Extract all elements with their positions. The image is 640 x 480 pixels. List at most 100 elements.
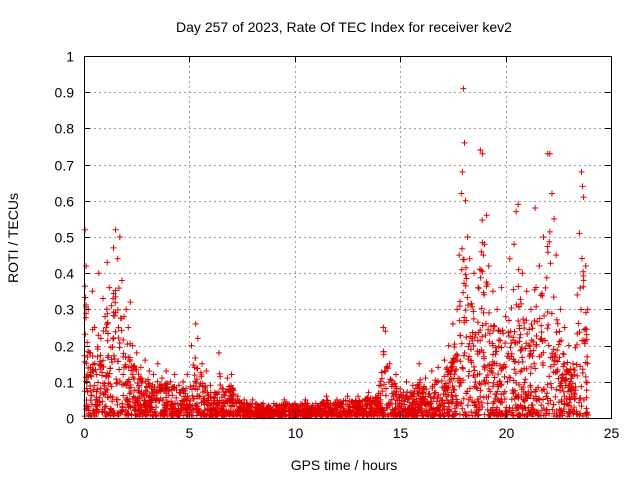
data-point <box>217 382 224 389</box>
x-tick-label: 20 <box>499 425 515 441</box>
data-point <box>323 393 330 400</box>
data-point <box>511 328 518 335</box>
data-point <box>472 378 479 385</box>
data-point <box>567 387 574 394</box>
data-point <box>281 396 288 403</box>
data-point <box>150 386 157 393</box>
data-point <box>103 306 110 313</box>
data-point <box>104 394 111 401</box>
data-point <box>537 292 544 299</box>
data-point <box>110 352 117 359</box>
data-point <box>550 294 557 301</box>
data-point <box>540 405 547 412</box>
y-axis-label: ROTI / TECUs <box>5 193 21 283</box>
data-point <box>476 370 483 377</box>
data-point <box>545 342 552 349</box>
data-point <box>488 368 495 375</box>
data-point <box>368 412 375 419</box>
data-point <box>475 285 482 292</box>
data-point <box>480 394 487 401</box>
data-point <box>134 395 141 402</box>
data-point <box>443 384 450 391</box>
data-point <box>473 384 480 391</box>
data-point <box>487 388 494 395</box>
data-point <box>179 398 186 405</box>
data-point <box>512 402 519 409</box>
data-point <box>369 404 376 411</box>
data-point <box>435 364 442 371</box>
data-point <box>528 320 535 327</box>
data-point <box>575 320 582 327</box>
data-point <box>106 284 113 291</box>
data-point <box>263 404 270 411</box>
data-point <box>454 352 461 359</box>
data-point <box>441 357 448 364</box>
data-point <box>435 391 442 398</box>
data-point <box>252 401 259 408</box>
data-point <box>92 366 99 373</box>
data-point <box>462 307 469 314</box>
data-point <box>152 412 159 419</box>
data-point <box>350 404 357 411</box>
y-tick-label: 0 <box>66 411 74 427</box>
data-point <box>482 320 489 327</box>
y-tick-label: 0.8 <box>55 121 75 137</box>
data-point <box>141 397 148 404</box>
data-point <box>142 406 149 413</box>
data-point <box>221 392 228 399</box>
data-point <box>508 350 515 357</box>
data-point <box>558 378 565 385</box>
data-point <box>470 342 477 349</box>
data-point <box>402 409 409 416</box>
data-point <box>485 362 492 369</box>
data-point <box>142 357 149 364</box>
data-point <box>431 381 438 388</box>
data-point <box>374 394 381 401</box>
data-point <box>549 406 556 413</box>
data-point <box>508 396 515 403</box>
data-point <box>173 395 180 402</box>
data-point <box>324 401 331 408</box>
data-point <box>146 383 153 390</box>
data-point <box>201 401 208 408</box>
data-point <box>475 284 482 291</box>
data-point <box>533 303 540 310</box>
data-point <box>481 366 488 373</box>
data-point <box>196 393 203 400</box>
data-point <box>210 412 217 419</box>
data-point <box>116 234 123 240</box>
data-point <box>105 352 112 359</box>
data-point <box>550 401 557 408</box>
x-tick-label: 10 <box>288 425 304 441</box>
data-point <box>382 328 389 335</box>
data-point <box>94 397 101 404</box>
data-point <box>578 168 585 175</box>
data-point <box>544 325 551 332</box>
data-point <box>226 385 233 392</box>
data-point <box>580 277 587 284</box>
data-point <box>120 381 127 388</box>
data-point <box>560 363 567 370</box>
data-point <box>553 252 560 259</box>
data-point <box>180 378 187 385</box>
data-point <box>184 371 191 378</box>
data-point <box>479 268 486 275</box>
data-point <box>561 324 568 331</box>
data-point <box>108 356 115 363</box>
data-point <box>567 396 574 403</box>
data-point <box>291 400 298 407</box>
data-point <box>207 382 214 389</box>
data-point <box>115 285 122 292</box>
data-point <box>199 360 206 367</box>
data-point <box>459 405 466 412</box>
data-point <box>197 380 204 387</box>
data-point <box>515 395 522 402</box>
data-point <box>188 342 195 349</box>
data-point <box>560 350 567 357</box>
data-point <box>498 284 505 291</box>
data-point <box>117 315 124 322</box>
data-point <box>227 388 234 395</box>
data-point <box>122 354 129 361</box>
data-point <box>460 352 467 359</box>
chart-title: Day 257 of 2023, Rate Of TEC Index for r… <box>176 19 512 35</box>
